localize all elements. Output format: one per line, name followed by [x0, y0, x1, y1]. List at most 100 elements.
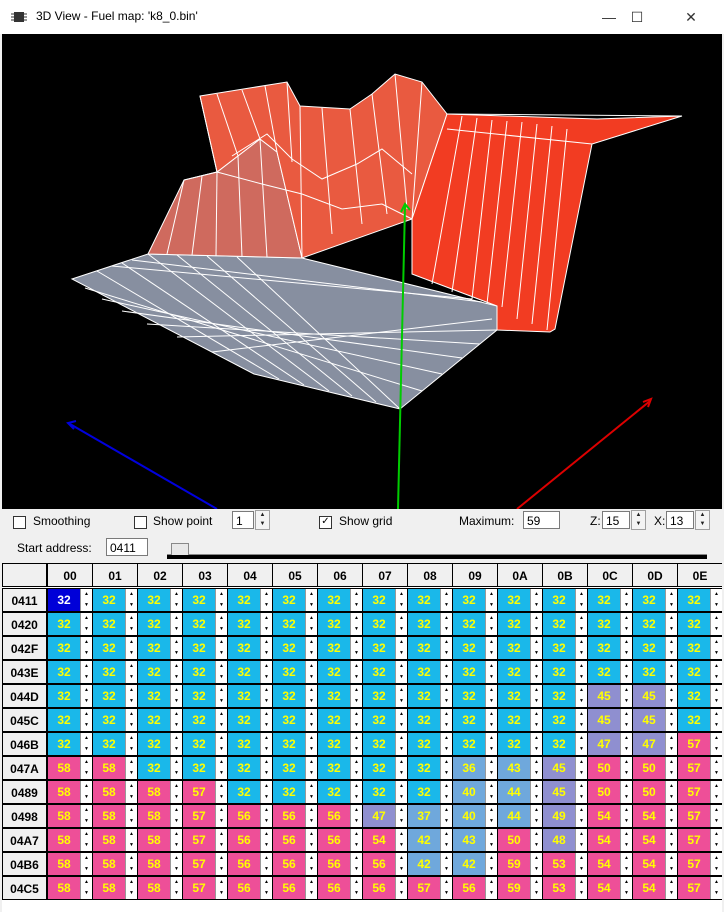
- cell-value[interactable]: 32: [237, 785, 251, 799]
- map-cell[interactable]: 32 ▲ ▼: [407, 636, 453, 660]
- cell-spinner-icon[interactable]: ▲ ▼: [530, 757, 542, 779]
- cell-spinner-icon[interactable]: ▲ ▼: [260, 805, 272, 827]
- cell-value[interactable]: 32: [372, 713, 386, 727]
- map-cell[interactable]: 58 ▲ ▼: [47, 828, 93, 852]
- cell-spinner-icon[interactable]: ▲ ▼: [710, 853, 722, 875]
- cell-value[interactable]: 32: [507, 593, 521, 607]
- cell-value[interactable]: 32: [687, 641, 701, 655]
- map-cell[interactable]: 32 ▲ ▼: [137, 588, 183, 612]
- cell-value[interactable]: 57: [687, 857, 701, 871]
- map-cell[interactable]: 32 ▲ ▼: [407, 612, 453, 636]
- cell-value[interactable]: 32: [147, 737, 161, 751]
- cell-value[interactable]: 57: [192, 785, 206, 799]
- cell-value[interactable]: 32: [462, 737, 476, 751]
- cell-spinner-icon[interactable]: ▲ ▼: [440, 757, 452, 779]
- map-cell[interactable]: 32 ▲ ▼: [362, 732, 408, 756]
- map-cell[interactable]: 32 ▲ ▼: [542, 588, 588, 612]
- cell-value[interactable]: 59: [507, 881, 521, 895]
- cell-value[interactable]: 47: [597, 737, 611, 751]
- map-cell[interactable]: 32 ▲ ▼: [47, 684, 93, 708]
- cell-value[interactable]: 54: [597, 881, 611, 895]
- cell-spinner-icon[interactable]: ▲ ▼: [260, 829, 272, 851]
- cell-spinner-icon[interactable]: ▲ ▼: [170, 709, 182, 731]
- cell-value[interactable]: 32: [237, 737, 251, 751]
- map-cell[interactable]: 32 ▲ ▼: [182, 732, 228, 756]
- cell-value[interactable]: 32: [282, 617, 296, 631]
- map-cell[interactable]: 50 ▲ ▼: [587, 780, 633, 804]
- map-cell[interactable]: 58 ▲ ▼: [47, 780, 93, 804]
- cell-value[interactable]: 32: [48, 589, 80, 611]
- map-cell[interactable]: 47 ▲ ▼: [362, 804, 408, 828]
- cell-spinner-icon[interactable]: ▲ ▼: [260, 853, 272, 875]
- cell-spinner-icon[interactable]: ▲ ▼: [170, 637, 182, 659]
- cell-spinner-icon[interactable]: ▲ ▼: [575, 637, 587, 659]
- cell-value[interactable]: 56: [327, 857, 341, 871]
- cell-spinner-icon[interactable]: ▲ ▼: [170, 757, 182, 779]
- cell-value[interactable]: 45: [642, 689, 656, 703]
- map-cell[interactable]: 58 ▲ ▼: [92, 780, 138, 804]
- cell-spinner-icon[interactable]: ▲ ▼: [395, 829, 407, 851]
- map-cell[interactable]: 32 ▲ ▼: [227, 636, 273, 660]
- cell-spinner-icon[interactable]: ▲ ▼: [620, 637, 632, 659]
- map-cell[interactable]: 32 ▲ ▼: [182, 636, 228, 660]
- start-address-input[interactable]: 0411: [106, 538, 148, 556]
- map-cell[interactable]: 32 ▲ ▼: [677, 684, 722, 708]
- cell-spinner-icon[interactable]: ▲ ▼: [215, 733, 227, 755]
- cell-spinner-icon[interactable]: ▲ ▼: [530, 781, 542, 803]
- show-point-input[interactable]: 1: [232, 511, 254, 529]
- cell-spinner-icon[interactable]: ▲ ▼: [170, 853, 182, 875]
- cell-spinner-icon[interactable]: ▲ ▼: [395, 877, 407, 899]
- cell-spinner-icon[interactable]: ▲ ▼: [305, 589, 317, 611]
- cell-spinner-icon[interactable]: ▲ ▼: [260, 637, 272, 659]
- 3d-viewport[interactable]: [2, 34, 722, 509]
- cell-value[interactable]: 32: [507, 641, 521, 655]
- cell-spinner-icon[interactable]: ▲ ▼: [440, 637, 452, 659]
- cell-spinner-icon[interactable]: ▲ ▼: [620, 685, 632, 707]
- cell-value[interactable]: 58: [102, 809, 116, 823]
- cell-spinner-icon[interactable]: ▲ ▼: [440, 613, 452, 635]
- map-cell[interactable]: 56 ▲ ▼: [362, 852, 408, 876]
- cell-value[interactable]: 32: [552, 737, 566, 751]
- show-point-spinner[interactable]: ▲ ▼: [255, 510, 270, 530]
- cell-value[interactable]: 32: [552, 689, 566, 703]
- cell-value[interactable]: 56: [282, 833, 296, 847]
- cell-value[interactable]: 32: [147, 665, 161, 679]
- map-cell[interactable]: 32 ▲ ▼: [272, 708, 318, 732]
- slider-thumb[interactable]: [171, 543, 189, 555]
- cell-value[interactable]: 32: [372, 593, 386, 607]
- map-cell[interactable]: 32 ▲ ▼: [227, 612, 273, 636]
- map-cell[interactable]: 32 ▲ ▼: [272, 636, 318, 660]
- cell-value[interactable]: 32: [372, 737, 386, 751]
- cell-value[interactable]: 42: [417, 857, 431, 871]
- cell-value[interactable]: 44: [507, 809, 521, 823]
- cell-spinner-icon[interactable]: ▲ ▼: [305, 685, 317, 707]
- cell-value[interactable]: 58: [147, 809, 161, 823]
- map-cell[interactable]: 58 ▲ ▼: [92, 876, 138, 900]
- map-cell[interactable]: 57 ▲ ▼: [677, 780, 722, 804]
- cell-value[interactable]: 58: [147, 881, 161, 895]
- cell-spinner-icon[interactable]: ▲ ▼: [440, 829, 452, 851]
- cell-spinner-icon[interactable]: ▲ ▼: [530, 829, 542, 851]
- smoothing-checkbox[interactable]: [13, 516, 26, 529]
- map-cell[interactable]: 45 ▲ ▼: [542, 756, 588, 780]
- cell-value[interactable]: 56: [237, 857, 251, 871]
- cell-value[interactable]: 45: [552, 785, 566, 799]
- cell-spinner-icon[interactable]: ▲ ▼: [440, 805, 452, 827]
- cell-value[interactable]: 56: [237, 833, 251, 847]
- map-cell[interactable]: 45 ▲ ▼: [587, 708, 633, 732]
- maximum-input[interactable]: 59: [523, 511, 560, 529]
- map-cell[interactable]: 32 ▲ ▼: [497, 684, 543, 708]
- cell-spinner-icon[interactable]: ▲ ▼: [260, 613, 272, 635]
- map-cell[interactable]: 56 ▲ ▼: [362, 876, 408, 900]
- cell-value[interactable]: 47: [642, 737, 656, 751]
- cell-spinner-icon[interactable]: ▲ ▼: [125, 661, 137, 683]
- map-cell[interactable]: 32 ▲ ▼: [227, 660, 273, 684]
- cell-value[interactable]: 32: [57, 641, 71, 655]
- cell-value[interactable]: 32: [552, 617, 566, 631]
- cell-value[interactable]: 56: [327, 833, 341, 847]
- map-cell[interactable]: 49 ▲ ▼: [542, 804, 588, 828]
- cell-spinner-icon[interactable]: ▲ ▼: [485, 877, 497, 899]
- cell-spinner-icon[interactable]: ▲ ▼: [620, 709, 632, 731]
- cell-spinner-icon[interactable]: ▲ ▼: [440, 733, 452, 755]
- cell-value[interactable]: 32: [102, 689, 116, 703]
